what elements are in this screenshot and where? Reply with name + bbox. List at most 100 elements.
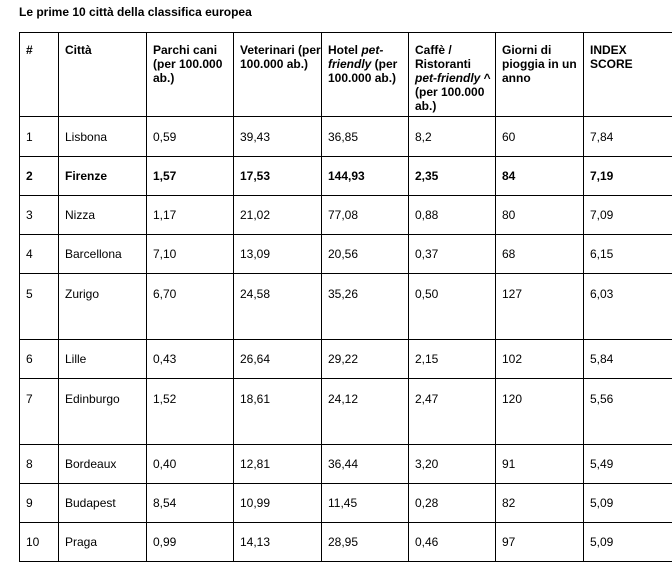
cell-cafes: 2,15	[408, 339, 496, 379]
table-row: 4 Barcellona 7,10 13,09 20,56 0,37 68 6,…	[19, 234, 672, 274]
cell-index-score: 5,84	[583, 339, 672, 379]
cell-rain-days: 80	[495, 195, 584, 235]
cell-rain-days: 82	[495, 483, 584, 523]
cell-city: Lille	[58, 339, 147, 379]
cell-vets: 21,02	[233, 195, 322, 235]
cell-vets: 24,58	[233, 273, 322, 340]
cell-vets: 14,13	[233, 522, 322, 562]
cell-cafes: 0,50	[408, 273, 496, 340]
header-city: Città	[58, 32, 147, 117]
cell-cafes: 8,2	[408, 116, 496, 157]
cell-rain-days: 102	[495, 339, 584, 379]
cell-dog-parks: 7,10	[146, 234, 234, 274]
header-hotels-prefix: Hotel	[328, 43, 362, 57]
cell-index-score: 5,49	[583, 444, 672, 484]
cell-rain-days: 68	[495, 234, 584, 274]
cell-city: Lisbona	[58, 116, 147, 157]
header-hotels-italic: pet-friendly	[328, 43, 384, 71]
cell-rank: 9	[19, 483, 59, 523]
cell-cafes: 0,28	[408, 483, 496, 523]
cell-rank: 4	[19, 234, 59, 274]
table-row: 3 Nizza 1,17 21,02 77,08 0,88 80 7,09	[19, 195, 672, 235]
cell-vets: 10,99	[233, 483, 322, 523]
cell-hotels: 20,56	[321, 234, 409, 274]
cell-city: Budapest	[58, 483, 147, 523]
cell-city: Praga	[58, 522, 147, 562]
header-hotels: Hotel pet-friendly (per 100.000 ab.)	[321, 32, 409, 117]
cell-hotels: 28,95	[321, 522, 409, 562]
header-dog-parks: Parchi cani (per 100.000 ab.)	[146, 32, 234, 117]
table-row: 7 Edinburgo 1,52 18,61 24,12 2,47 120 5,…	[19, 378, 672, 445]
cell-cafes: 0,46	[408, 522, 496, 562]
table-row: 10 Praga 0,99 14,13 28,95 0,46 97 5,09	[19, 522, 672, 562]
cell-rank: 10	[19, 522, 59, 562]
cell-cafes: 2,47	[408, 378, 496, 445]
header-vets: Veterinari (per 100.000 ab.)	[233, 32, 322, 117]
table-row: 8 Bordeaux 0,40 12,81 36,44 3,20 91 5,49	[19, 444, 672, 484]
cell-hotels: 77,08	[321, 195, 409, 235]
header-rain-days: Giorni di pioggia in un anno	[495, 32, 584, 117]
cell-city: Zurigo	[58, 273, 147, 340]
cell-hotels: 36,44	[321, 444, 409, 484]
cell-cafes: 0,37	[408, 234, 496, 274]
header-cafes: Caffè / Ristoranti pet-friendly ^ (per 1…	[408, 32, 496, 117]
header-cafes-prefix: Caffè / Ristoranti	[415, 43, 472, 71]
cell-dog-parks: 6,70	[146, 273, 234, 340]
cell-city: Edinburgo	[58, 378, 147, 445]
cell-rank: 1	[19, 116, 59, 157]
cell-rank: 7	[19, 378, 59, 445]
cell-hotels: 35,26	[321, 273, 409, 340]
cell-dog-parks: 0,99	[146, 522, 234, 562]
cell-dog-parks: 1,52	[146, 378, 234, 445]
table-caption: Le prime 10 città della classifica europ…	[19, 5, 252, 19]
cell-index-score: 7,84	[583, 116, 672, 157]
cell-rank: 3	[19, 195, 59, 235]
cell-rain-days: 84	[495, 156, 584, 196]
cell-index-score: 5,56	[583, 378, 672, 445]
city-ranking-table: # Città Parchi cani (per 100.000 ab.) Ve…	[19, 32, 672, 562]
header-rank: #	[19, 32, 59, 117]
cell-vets: 39,43	[233, 116, 322, 157]
header-hotels-suffix: (per 100.000 ab.)	[328, 57, 398, 85]
cell-index-score: 7,19	[583, 156, 672, 196]
cell-cafes: 0,88	[408, 195, 496, 235]
cell-index-score: 6,15	[583, 234, 672, 274]
cell-index-score: 7,09	[583, 195, 672, 235]
cell-vets: 13,09	[233, 234, 322, 274]
header-row: # Città Parchi cani (per 100.000 ab.) Ve…	[19, 32, 672, 117]
cell-rank: 5	[19, 273, 59, 340]
header-cafes-suffix: ^ (per 100.000 ab.)	[415, 71, 491, 113]
cell-rank: 2	[19, 156, 59, 196]
cell-city: Bordeaux	[58, 444, 147, 484]
cell-dog-parks: 8,54	[146, 483, 234, 523]
table-row-highlighted: 2 Firenze 1,57 17,53 144,93 2,35 84 7,19	[19, 156, 672, 196]
cell-dog-parks: 0,59	[146, 116, 234, 157]
cell-dog-parks: 1,57	[146, 156, 234, 196]
cell-hotels: 36,85	[321, 116, 409, 157]
table-row: 1 Lisbona 0,59 39,43 36,85 8,2 60 7,84	[19, 116, 672, 157]
cell-vets: 18,61	[233, 378, 322, 445]
cell-cafes: 3,20	[408, 444, 496, 484]
header-cafes-italic: pet-friendly	[415, 71, 481, 85]
cell-hotels: 29,22	[321, 339, 409, 379]
cell-hotels: 11,45	[321, 483, 409, 523]
cell-cafes: 2,35	[408, 156, 496, 196]
cell-rank: 8	[19, 444, 59, 484]
cell-index-score: 5,09	[583, 522, 672, 562]
cell-rain-days: 120	[495, 378, 584, 445]
table-row: 5 Zurigo 6,70 24,58 35,26 0,50 127 6,03	[19, 273, 672, 340]
cell-vets: 26,64	[233, 339, 322, 379]
cell-rain-days: 60	[495, 116, 584, 157]
cell-dog-parks: 0,43	[146, 339, 234, 379]
cell-rank: 6	[19, 339, 59, 379]
cell-rain-days: 91	[495, 444, 584, 484]
cell-hotels: 144,93	[321, 156, 409, 196]
cell-vets: 12,81	[233, 444, 322, 484]
cell-index-score: 5,09	[583, 483, 672, 523]
cell-hotels: 24,12	[321, 378, 409, 445]
cell-dog-parks: 0,40	[146, 444, 234, 484]
cell-index-score: 6,03	[583, 273, 672, 340]
table-row: 6 Lille 0,43 26,64 29,22 2,15 102 5,84	[19, 339, 672, 379]
table-row: 9 Budapest 8,54 10,99 11,45 0,28 82 5,09	[19, 483, 672, 523]
cell-vets: 17,53	[233, 156, 322, 196]
